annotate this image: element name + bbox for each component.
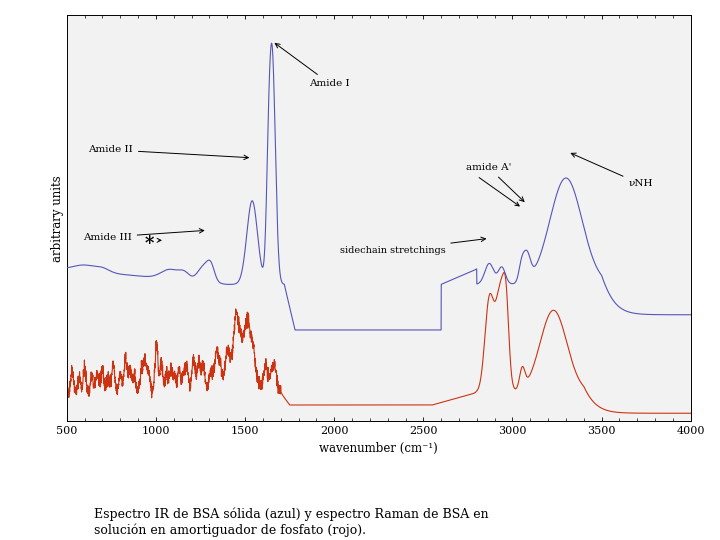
X-axis label: wavenumber (cm⁻¹): wavenumber (cm⁻¹): [320, 442, 438, 455]
Text: Amide III: Amide III: [83, 228, 204, 241]
Text: Amide I: Amide I: [275, 43, 350, 88]
Text: amide A': amide A': [466, 164, 524, 201]
Text: νNH: νNH: [571, 153, 653, 188]
Text: *: *: [145, 235, 154, 253]
Text: Espectro IR de BSA sólida (azul) y espectro Raman de BSA en
solución en amortigu: Espectro IR de BSA sólida (azul) y espec…: [94, 508, 488, 537]
Text: Amide II: Amide II: [88, 145, 248, 160]
Text: sidechain stretchings: sidechain stretchings: [340, 237, 485, 255]
Y-axis label: arbitrary units: arbitrary units: [51, 175, 64, 261]
